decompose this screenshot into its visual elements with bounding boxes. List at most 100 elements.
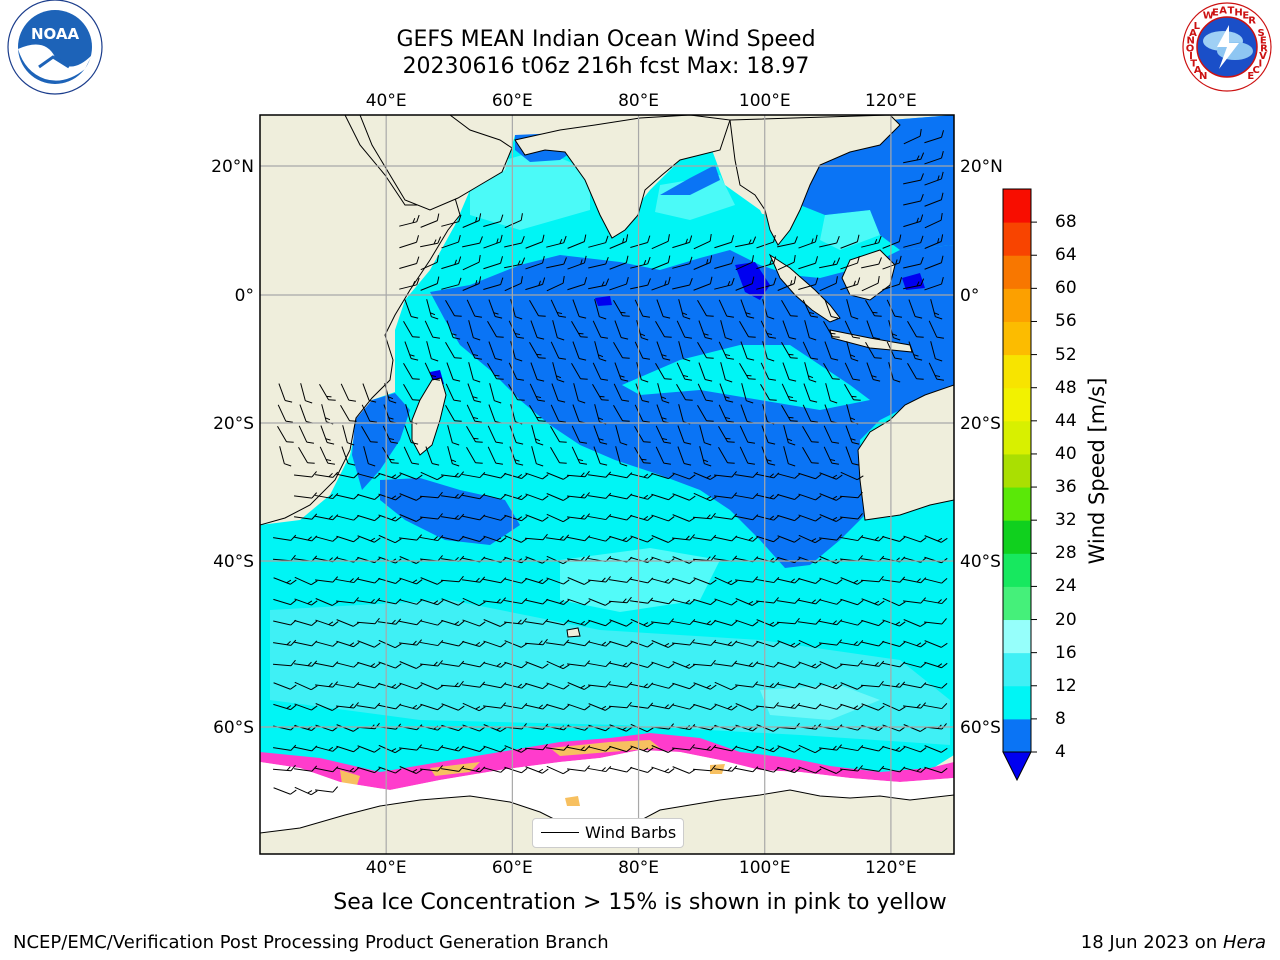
wind-barb [588,766,612,773]
wind-barb [273,639,297,646]
wind-barb [546,275,565,292]
colorbar-tick-label: 20 [1055,609,1077,630]
wind-barb [509,446,524,466]
wind-barb [273,682,297,690]
wind-barb [609,681,633,688]
wind-barb [615,425,628,446]
wind-barb [300,383,313,404]
wind-barb [378,639,402,649]
wind-barb [315,493,339,500]
lat-tick-label-left: 40°S [213,552,254,572]
wind-barb [592,320,609,339]
wind-barb [802,299,819,318]
wind-barb [336,619,360,627]
wind-barb [399,256,420,269]
wind-barb [315,681,339,688]
wind-barb [609,276,629,291]
wind-barb [399,214,420,227]
wind-barb [676,383,693,401]
wind-barb [781,404,798,422]
wind-barb [678,341,691,362]
wind-barb [567,640,591,647]
wind-barb [462,536,486,542]
wind-barb [819,534,843,541]
wind-barb [861,235,882,248]
wind-barb [315,641,339,647]
wind-barb [441,277,462,290]
wind-barb [530,320,545,340]
footer-date-text: 18 Jun 2023 on [1080,932,1223,953]
wind-barb [924,640,948,648]
wind-barb [866,320,881,340]
wind-barb [798,472,822,480]
borneo-land [841,249,896,301]
wind-barb [798,514,822,522]
wind-barb [714,598,738,606]
wind-barb [420,471,444,481]
wind-barb [550,299,567,318]
colorbar-tick-label: 56 [1055,311,1077,332]
wind-barb [462,641,486,647]
wind-barb [823,362,840,380]
wind-barb [420,703,444,711]
wind-barb [735,746,759,752]
wind-barb [336,640,360,648]
wind-barb [466,341,483,360]
wind-barb [546,765,570,775]
wind-barb [504,577,528,584]
colorbar-segment [1003,189,1031,223]
madagascar-land [411,377,447,456]
wind-barb [609,234,629,249]
wind-barb [839,491,863,499]
wind-barb [697,299,714,317]
lat-tick-label-right: 20°S [960,414,1001,434]
wind-barb [567,255,587,270]
wind-barb [504,682,528,689]
wind-barb [656,299,671,319]
wind-barb [277,404,294,423]
wind-barb [357,766,381,774]
lat-tick-label-left: 20°S [213,414,254,434]
wind-barb [420,619,444,626]
wind-barb [693,233,712,250]
wind-barb [924,577,948,584]
wind-barb [315,514,339,521]
wind-barb [399,744,423,751]
wind-barb [655,446,672,465]
lon-tick-label-top: 80°E [618,91,659,111]
wind-barb [546,235,567,248]
wind-barb [860,680,884,688]
wind-barb [483,234,503,249]
wind-barb [504,213,523,229]
colorbar-segment [1003,321,1031,356]
wind-barb [546,599,570,605]
wind-barb [378,578,402,584]
wind-barb [844,320,861,339]
wind-barb [802,404,819,423]
wind-barb [718,425,735,443]
wind-barb [693,639,717,646]
wind-barb [445,404,462,422]
wind-barb [425,446,440,466]
wind-barb [587,681,611,688]
wind-barb [567,598,591,606]
wind-barb [510,299,523,320]
antarctic-coast [260,789,954,854]
colorbar-tick-label: 68 [1055,212,1077,233]
wind-barb [294,765,318,772]
colorbar-tick-label: 44 [1055,410,1077,431]
wind-barb [483,256,503,270]
colorbar-segment [1003,222,1031,256]
wind-barb [273,577,297,585]
wind-barb [504,493,528,501]
wind-barb [399,472,423,480]
wind-barb [441,660,465,667]
lon-tick-label-bottom: 40°E [366,858,407,878]
wind-barb [382,446,399,464]
wind-barb [294,576,318,586]
wind-barb [525,493,549,501]
wind-barb [693,276,713,291]
sea-ice-fringe [565,796,580,806]
wind-barb [839,660,863,667]
wind-barb [860,575,884,583]
